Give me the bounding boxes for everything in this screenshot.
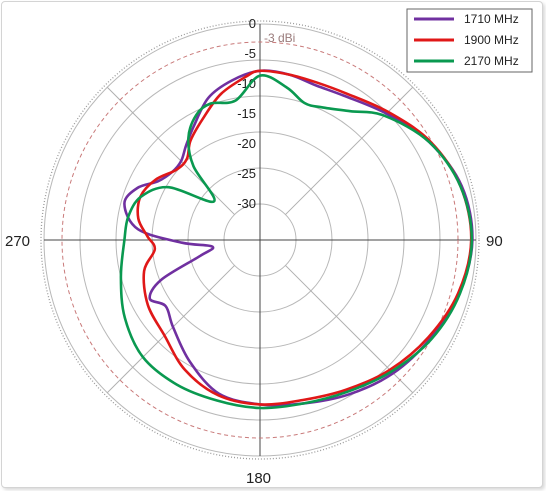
legend-label-1710: 1710 MHz <box>464 12 519 26</box>
reference-label: -3 dBi <box>264 31 295 45</box>
radial-tick-label: -5 <box>244 46 256 61</box>
radial-tick-label: -15 <box>237 106 256 121</box>
grid-spoke <box>106 86 235 215</box>
reference-ring <box>61 41 459 439</box>
radial-tick-label: 0 <box>249 16 256 31</box>
radial-tick-label: -20 <box>237 136 256 151</box>
angle-label-180: 180 <box>246 470 271 487</box>
radial-tick-labels: 0-5-10-15-20-25-30 <box>237 16 256 211</box>
legend: 1710 MHz 1900 MHz 2170 MHz <box>406 8 533 73</box>
series-line-2170 <box>119 74 474 410</box>
polar-grid <box>40 20 480 460</box>
radial-tick-label: -30 <box>237 196 256 211</box>
outer-ring <box>40 20 480 460</box>
series-line-1710 <box>123 69 474 407</box>
grid-spoke <box>285 86 414 215</box>
angle-label-90: 90 <box>486 233 503 250</box>
angle-label-270: 270 <box>5 233 30 250</box>
legend-label-1900: 1900 MHz <box>464 33 519 47</box>
legend-label-2170: 2170 MHz <box>464 54 519 68</box>
radial-tick-label: -25 <box>237 166 256 181</box>
grid-spoke <box>106 265 235 394</box>
series-layer <box>119 69 474 410</box>
